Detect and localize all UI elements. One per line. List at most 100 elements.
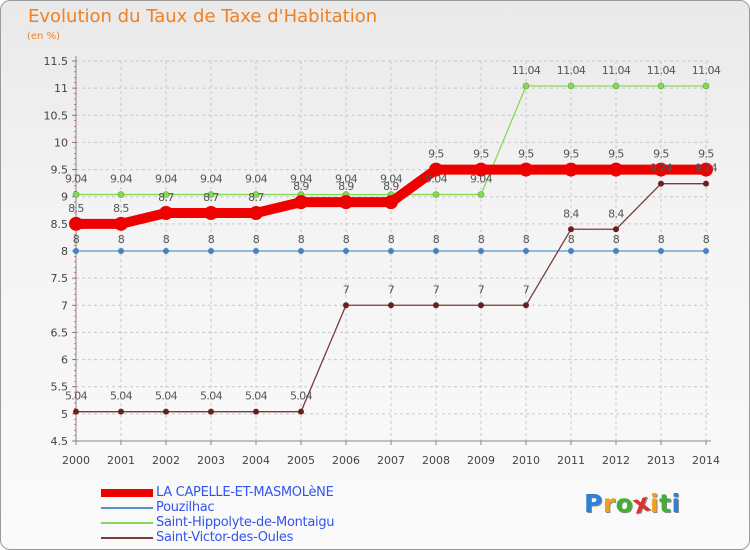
logo-letter: r: [602, 489, 616, 518]
series-point: [478, 302, 484, 309]
data-label: 11.04: [602, 64, 631, 77]
x-tick-label: 2006: [332, 454, 360, 467]
series-point: [433, 302, 439, 309]
series-point: [294, 195, 308, 210]
y-tick-label: 5.5: [51, 381, 69, 394]
series-point: [568, 248, 574, 254]
data-label: 9.24: [650, 162, 673, 175]
series-point: [208, 248, 214, 254]
data-label: 9.04: [155, 173, 178, 186]
series-point: [523, 302, 529, 309]
data-label: 5.04: [110, 390, 133, 403]
data-label: 8.9: [293, 180, 309, 193]
x-tick-label: 2001: [107, 454, 135, 467]
data-label: 7: [523, 283, 530, 296]
data-label: 9.5: [473, 148, 489, 161]
series-point: [703, 248, 709, 254]
series-point: [702, 82, 710, 90]
data-label: 9.04: [470, 173, 493, 186]
data-label: 11.04: [512, 64, 541, 77]
logo-letter: i: [671, 489, 681, 518]
series-point: [658, 180, 664, 187]
data-label: 9.04: [290, 173, 313, 186]
data-label: 8: [523, 233, 530, 246]
series-point: [567, 82, 575, 90]
series-point: [609, 162, 623, 177]
data-label: 8: [208, 233, 215, 246]
data-label: 11.04: [692, 64, 721, 77]
y-tick-label: 4.5: [51, 435, 69, 448]
series-point: [73, 248, 79, 254]
data-label: 9.04: [200, 173, 223, 186]
logo-letter: P: [584, 489, 603, 518]
data-label: 8.7: [203, 191, 219, 204]
series-point: [658, 248, 664, 254]
y-tick-label: 11.5: [44, 55, 69, 68]
data-label: 8: [433, 233, 440, 246]
series-point: [163, 248, 169, 254]
data-label: 8: [298, 233, 305, 246]
series-point: [117, 191, 125, 198]
legend-swatch: [101, 507, 153, 509]
data-label: 9.5: [428, 148, 444, 161]
data-label: 9.04: [65, 173, 88, 186]
y-tick-label: 8: [61, 245, 68, 258]
logo-letter: t: [659, 489, 672, 518]
series-point: [612, 82, 620, 90]
data-label: 9.5: [653, 148, 669, 161]
series-point: [253, 408, 259, 415]
legend-label: Pouzilhac: [156, 500, 215, 515]
x-tick-label: 2010: [512, 454, 540, 467]
series-point: [613, 226, 619, 233]
data-label: 9.5: [563, 148, 579, 161]
series-point: [249, 206, 263, 220]
series-point: [657, 82, 665, 90]
y-tick-label: 9.5: [51, 164, 69, 177]
y-tick-label: 10: [54, 136, 68, 149]
data-label: 8: [343, 233, 350, 246]
legend-label: LA CAPELLE-ET-MASMOLèNE: [156, 485, 334, 500]
legend-swatch: [101, 537, 153, 539]
y-tick-label: 7.5: [51, 272, 69, 285]
data-label: 8.5: [113, 202, 129, 215]
series-point: [252, 191, 260, 198]
series-layer: [69, 82, 713, 415]
series-point: [162, 191, 170, 198]
series-point: [343, 302, 349, 309]
series-point: [432, 191, 440, 198]
series-point: [433, 248, 439, 254]
series-point: [613, 248, 619, 254]
x-tick-label: 2008: [422, 454, 450, 467]
series-point: [208, 408, 214, 415]
data-label: 9.5: [518, 148, 534, 161]
data-label: 7: [433, 283, 440, 296]
series-point: [703, 180, 709, 187]
x-tick-label: 2000: [62, 454, 90, 467]
series-point: [699, 162, 713, 177]
data-label: 9.24: [695, 162, 718, 175]
x-tick-label: 2004: [242, 454, 270, 467]
legend-label: Saint-Hippolyte-de-Montaigu: [156, 515, 335, 530]
data-label: 9.04: [245, 173, 268, 186]
data-label: 8: [478, 233, 485, 246]
series-point: [159, 206, 173, 220]
data-label: 8.4: [608, 207, 624, 220]
data-label: 8: [388, 233, 395, 246]
series-point: [73, 408, 79, 415]
y-tick-label: 11: [54, 82, 68, 95]
series-point: [474, 162, 488, 177]
y-tick-label: 6.5: [51, 326, 69, 339]
data-labels: 8.5 8.58.7 8.7 8.78.9 8.9 8.99.5 9.5 9.5 9.5 9.5 9…: [65, 64, 721, 403]
x-tick-label: 2014: [692, 454, 720, 467]
series-point: [388, 248, 394, 254]
chart-unit: (en %): [27, 31, 60, 42]
logo-letter: i: [650, 489, 660, 518]
series-point: [388, 302, 394, 309]
data-label: 8: [118, 233, 125, 246]
data-label: 8: [253, 233, 260, 246]
data-label: 8.7: [158, 191, 174, 204]
legend-swatch: [101, 522, 153, 524]
series-point: [163, 408, 169, 415]
